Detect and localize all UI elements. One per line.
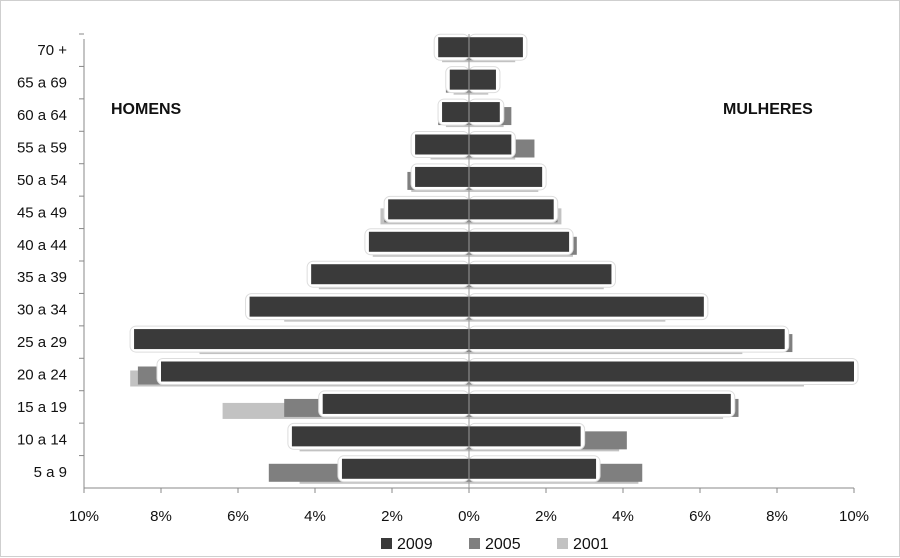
y-tick-label: 30 a 34 xyxy=(17,302,67,319)
legend: 2009 2005 2001 xyxy=(381,536,609,553)
bar-women-2009-65-a-69 xyxy=(469,69,496,90)
men-side-label: HOMENS xyxy=(111,101,182,118)
bar-women-2009-30-a-34 xyxy=(469,296,704,317)
bars-layer xyxy=(129,33,859,484)
x-tick-labels: 10% 8% 6% 4% 2% 0% 2% 4% 6% 8% 10% xyxy=(69,488,869,525)
bar-women-2009-70-plus xyxy=(469,37,523,58)
legend-swatch xyxy=(469,538,480,549)
x-tick-label: 6% xyxy=(689,508,711,525)
bar-men-2009-20-a-24 xyxy=(161,361,469,382)
bar-women-2009-35-a-39 xyxy=(469,264,612,285)
y-tick-label: 45 a 49 xyxy=(17,204,67,221)
bar-women-2009-15-a-19 xyxy=(469,393,731,414)
x-tick-label: 8% xyxy=(766,508,788,525)
bar-men-2009-65-a-69 xyxy=(449,69,469,90)
bar-women-2009-25-a-29 xyxy=(469,329,785,350)
bar-men-2009-25-a-29 xyxy=(134,329,470,350)
y-tick-label: 40 a 44 xyxy=(17,237,67,254)
y-tick-labels: 5 a 9 10 a 14 15 a 19 20 a 24 25 a 29 30 a 34… xyxy=(17,33,84,481)
bar-men-2009-70-plus xyxy=(438,37,469,58)
x-tick-label: 4% xyxy=(304,508,326,525)
legend-label: 2009 xyxy=(397,536,433,553)
y-tick-label: 55 a 59 xyxy=(17,140,67,157)
bar-men-2009-50-a-54 xyxy=(415,166,469,187)
legend-item-2001: 2001 xyxy=(557,536,609,553)
legend-item-2005: 2005 xyxy=(469,536,521,553)
y-tick-label: 70 + xyxy=(37,42,67,59)
y-tick-label: 5 a 9 xyxy=(34,464,67,481)
bar-men-2009-5-a-9 xyxy=(341,458,469,479)
x-tick-label: 8% xyxy=(150,508,172,525)
y-tick-label: 60 a 64 xyxy=(17,107,67,124)
women-side-label: MULHERES xyxy=(723,101,813,118)
x-tick-label: 10% xyxy=(69,508,99,525)
legend-label: 2001 xyxy=(573,536,609,553)
bar-men-2009-15-a-19 xyxy=(322,393,469,414)
bar-men-2009-60-a-64 xyxy=(442,102,469,123)
bar-women-2009-40-a-44 xyxy=(469,231,570,252)
bar-women-2009-45-a-49 xyxy=(469,199,554,220)
x-tick-label: 6% xyxy=(227,508,249,525)
x-tick-label: 0% xyxy=(458,508,480,525)
bar-men-2009-45-a-49 xyxy=(388,199,469,220)
bar-women-2009-55-a-59 xyxy=(469,134,512,155)
x-tick-label: 10% xyxy=(839,508,869,525)
bar-men-2009-10-a-14 xyxy=(291,426,469,447)
y-tick-label: 35 a 39 xyxy=(17,269,67,286)
bar-women-2009-10-a-14 xyxy=(469,426,581,447)
x-tick-label: 4% xyxy=(612,508,634,525)
legend-swatch xyxy=(557,538,568,549)
legend-label: 2005 xyxy=(485,536,521,553)
y-tick-label: 50 a 54 xyxy=(17,172,67,189)
bar-women-2009-20-a-24 xyxy=(469,361,854,382)
bar-women-2009-60-a-64 xyxy=(469,102,500,123)
y-tick-label: 20 a 24 xyxy=(17,367,67,384)
bar-men-2009-55-a-59 xyxy=(415,134,469,155)
legend-item-2009: 2009 xyxy=(381,536,433,553)
y-tick-label: 65 a 69 xyxy=(17,75,67,92)
bar-men-2009-30-a-34 xyxy=(249,296,469,317)
x-tick-label: 2% xyxy=(381,508,403,525)
bar-men-2009-35-a-39 xyxy=(311,264,469,285)
y-tick-label: 25 a 29 xyxy=(17,334,67,351)
bar-women-2009-50-a-54 xyxy=(469,166,543,187)
bar-women-2009-5-a-9 xyxy=(469,458,597,479)
y-tick-label: 15 a 19 xyxy=(17,399,67,416)
y-tick-label: 10 a 14 xyxy=(17,431,67,448)
legend-swatch xyxy=(381,538,392,549)
x-tick-label: 2% xyxy=(535,508,557,525)
bar-men-2009-40-a-44 xyxy=(368,231,469,252)
